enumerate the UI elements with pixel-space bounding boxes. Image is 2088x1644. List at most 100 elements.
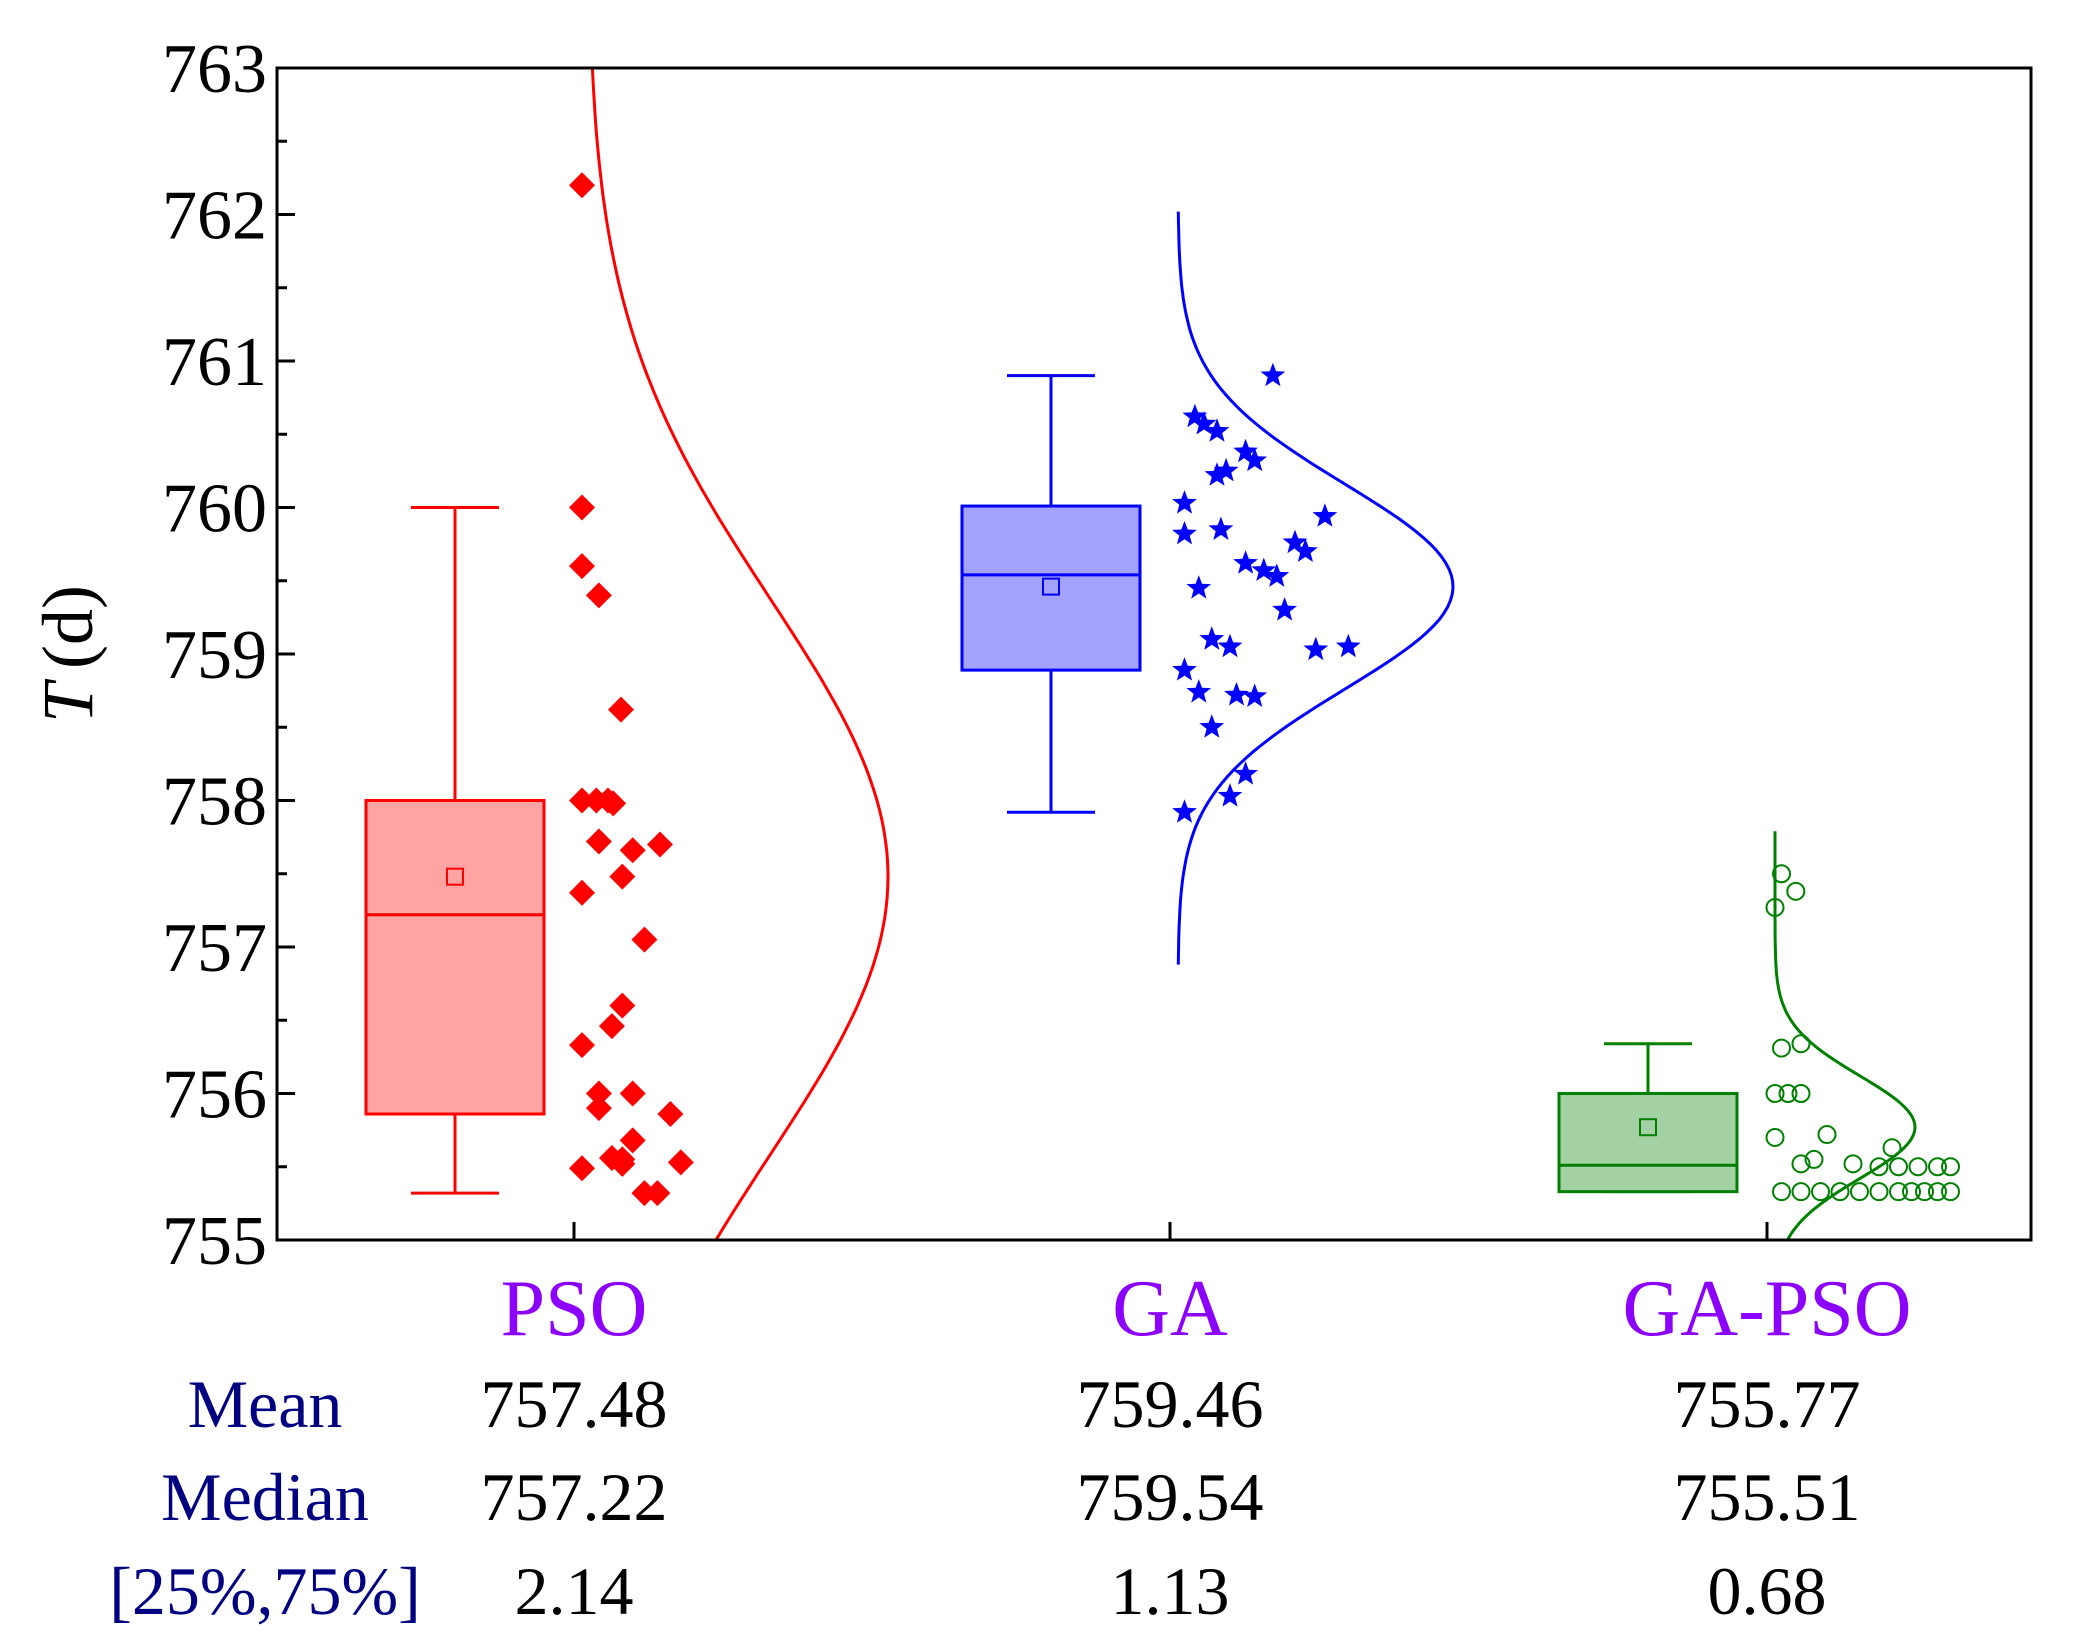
data-point [1233, 438, 1258, 463]
y-tick-label: 758 [162, 764, 267, 841]
y-axis-label-symbol: T [28, 678, 108, 723]
data-point [1191, 411, 1217, 435]
stats-value: 755.51 [1674, 1459, 1861, 1535]
data-point [1264, 563, 1290, 587]
y-tick-label: 755 [162, 1203, 267, 1280]
data-point [1928, 1182, 1947, 1202]
data-point [1772, 1038, 1791, 1058]
plot-layer [364, 67, 1960, 1241]
data-point [1811, 1182, 1830, 1202]
data-point [585, 828, 612, 855]
data-point [1172, 490, 1197, 514]
mean-marker [446, 867, 464, 886]
data-point [647, 831, 673, 858]
data-point [1791, 1084, 1811, 1103]
data-point [644, 1180, 671, 1207]
y-tick-label: 761 [162, 324, 267, 401]
data-point [1172, 799, 1197, 823]
stats-value: 757.22 [481, 1459, 668, 1535]
axes-layer: 755 756 757 758 759 760 761 762 763 [162, 31, 1769, 1280]
data-point [619, 837, 646, 864]
data-point [1889, 1182, 1908, 1202]
y-tick-label: 756 [162, 1057, 267, 1134]
y-tick-label: 757 [162, 910, 267, 987]
data-point [609, 863, 636, 890]
data-point [609, 992, 636, 1019]
data-point [1213, 457, 1239, 482]
data-point [585, 582, 612, 609]
data-point [569, 787, 595, 814]
distribution-curve [590, 67, 890, 1241]
data-point [1293, 538, 1318, 562]
stats-row-label: Median [161, 1459, 369, 1535]
y-tick-label: 759 [162, 617, 267, 694]
data-point [1199, 714, 1225, 738]
y-axis-label: T (d) [28, 585, 108, 723]
data-point [1282, 529, 1308, 554]
data-point [1242, 683, 1268, 707]
distribution-curve [1773, 831, 1917, 1241]
data-point [1217, 783, 1243, 807]
data-point [1850, 1182, 1869, 1202]
data-point [1272, 597, 1297, 621]
data-point [1242, 447, 1268, 472]
data-point [569, 172, 595, 199]
stats-value: 759.46 [1077, 1366, 1264, 1442]
category-label: GA-PSO [1623, 1265, 1912, 1353]
distribution-curve [1176, 211, 1455, 965]
data-point [1312, 503, 1338, 527]
stats-value: 757.48 [481, 1366, 668, 1442]
stats-value: 759.54 [1077, 1459, 1264, 1535]
category-label: GA [1112, 1265, 1228, 1353]
data-point [600, 790, 627, 817]
data-point [569, 1032, 595, 1059]
y-tick-label: 763 [162, 31, 267, 108]
data-point [585, 1095, 612, 1122]
data-point [1772, 864, 1791, 884]
data-point [1303, 636, 1329, 661]
data-point [1233, 550, 1258, 574]
data-point [1172, 657, 1197, 681]
data-point [1791, 1182, 1811, 1202]
data-point [619, 1127, 646, 1154]
data-point [1765, 1084, 1785, 1103]
data-point [1869, 1182, 1889, 1202]
data-point [619, 1080, 646, 1107]
stats-row-label: Mean [188, 1366, 343, 1442]
y-tick-label: 760 [162, 471, 267, 548]
iqr-box [960, 504, 1142, 672]
mean-marker [1042, 577, 1060, 596]
data-point [1928, 1157, 1947, 1177]
data-point [1889, 1157, 1908, 1177]
data-point [1199, 626, 1225, 650]
data-point [1778, 1084, 1798, 1103]
data-point [608, 696, 634, 723]
data-point [1186, 679, 1212, 703]
mean-marker [1639, 1118, 1657, 1137]
data-point [1869, 1157, 1889, 1177]
stats-value: 0.68 [1708, 1553, 1827, 1629]
stats-row-label: [25%,75%] [109, 1553, 421, 1629]
y-tick-label: 762 [162, 178, 267, 255]
data-point [569, 494, 595, 521]
stats-value: 2.14 [515, 1553, 634, 1629]
data-point [598, 1013, 625, 1040]
stats-value: 1.13 [1111, 1553, 1230, 1629]
data-point [1260, 362, 1286, 387]
data-point [1786, 881, 1806, 901]
data-point [1843, 1154, 1863, 1174]
data-point [1830, 1182, 1850, 1202]
data-point [1765, 1127, 1785, 1147]
data-point [1182, 403, 1208, 428]
stats-table: Mean 757.48 759.46 755.77 Median 757.22 759.54… [109, 1366, 1860, 1629]
data-point [667, 1149, 694, 1176]
data-point [569, 1155, 595, 1182]
data-point [1186, 575, 1212, 599]
data-point [1335, 633, 1361, 658]
data-point [1208, 516, 1234, 540]
data-point [657, 1101, 684, 1128]
data-point [1204, 418, 1230, 442]
stats-value: 755.77 [1674, 1366, 1861, 1442]
y-axis-label-unit: (d) [28, 585, 108, 669]
